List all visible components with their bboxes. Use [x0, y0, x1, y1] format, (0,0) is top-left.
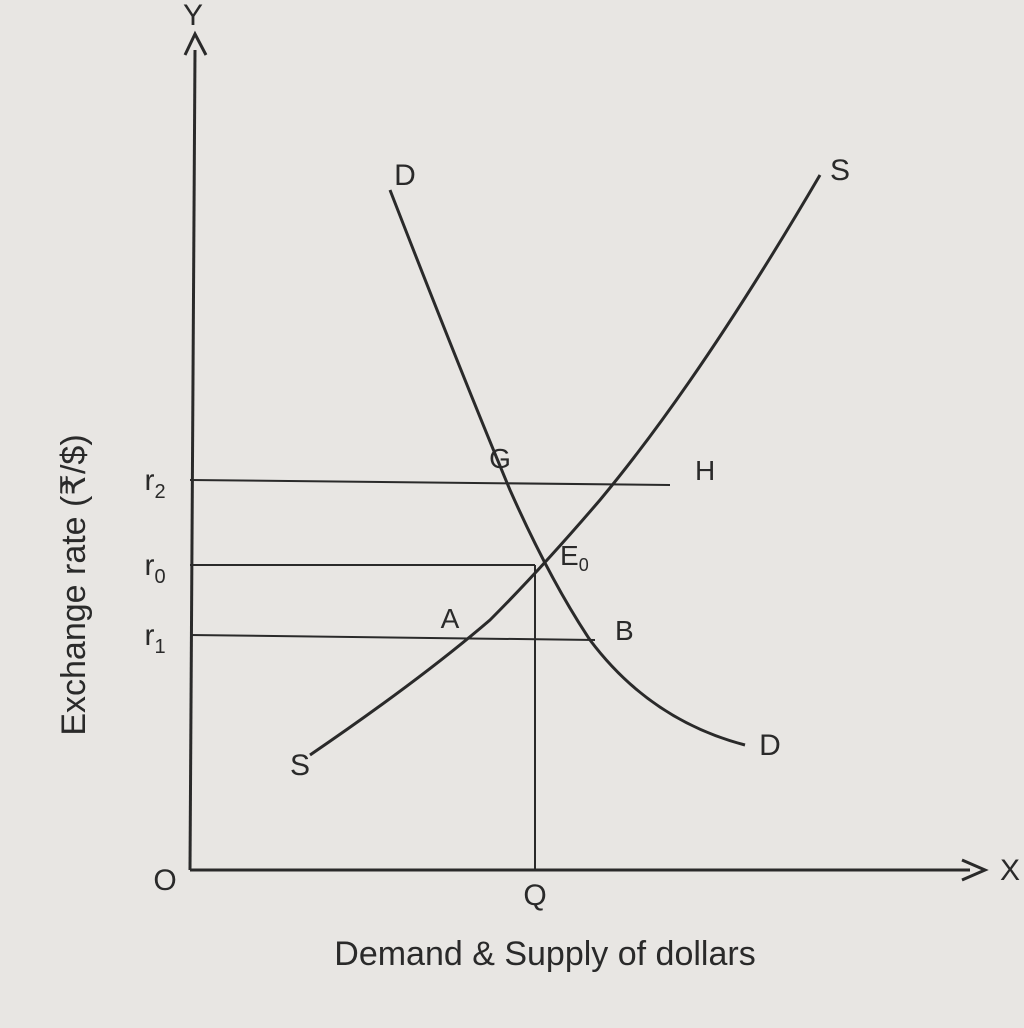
q-label: Q	[523, 879, 546, 912]
y-axis-title: Exchange rate (₹/$)	[55, 434, 93, 735]
y-axis	[190, 50, 195, 870]
x-axis-label: X	[1000, 854, 1020, 887]
point-a: A	[441, 603, 460, 634]
supply-label-top: S	[830, 154, 850, 187]
tick-r1: r1	[144, 619, 165, 658]
exchange-rate-chart: Y X O Q r2 r0 r1 D D S S G H E0 A B Exch…	[0, 0, 1024, 1023]
y-axis-label: Y	[183, 0, 203, 32]
tick-r0: r0	[144, 549, 165, 588]
tick-r2: r2	[144, 464, 165, 503]
demand-label-top: D	[394, 159, 416, 192]
chart-svg: Y X O Q r2 r0 r1 D D S S G H E0 A B Exch…	[0, 0, 1024, 1023]
point-e0: E0	[560, 540, 589, 575]
point-b: B	[615, 615, 634, 646]
ref-line-r2	[190, 480, 670, 485]
demand-curve	[390, 190, 745, 745]
origin-label: O	[153, 864, 176, 897]
x-axis-title: Demand & Supply of dollars	[334, 935, 755, 973]
point-g: G	[489, 443, 511, 474]
supply-curve	[310, 175, 820, 755]
demand-label-bottom: D	[759, 729, 781, 762]
point-h: H	[695, 455, 715, 486]
supply-label-bottom: S	[290, 749, 310, 782]
